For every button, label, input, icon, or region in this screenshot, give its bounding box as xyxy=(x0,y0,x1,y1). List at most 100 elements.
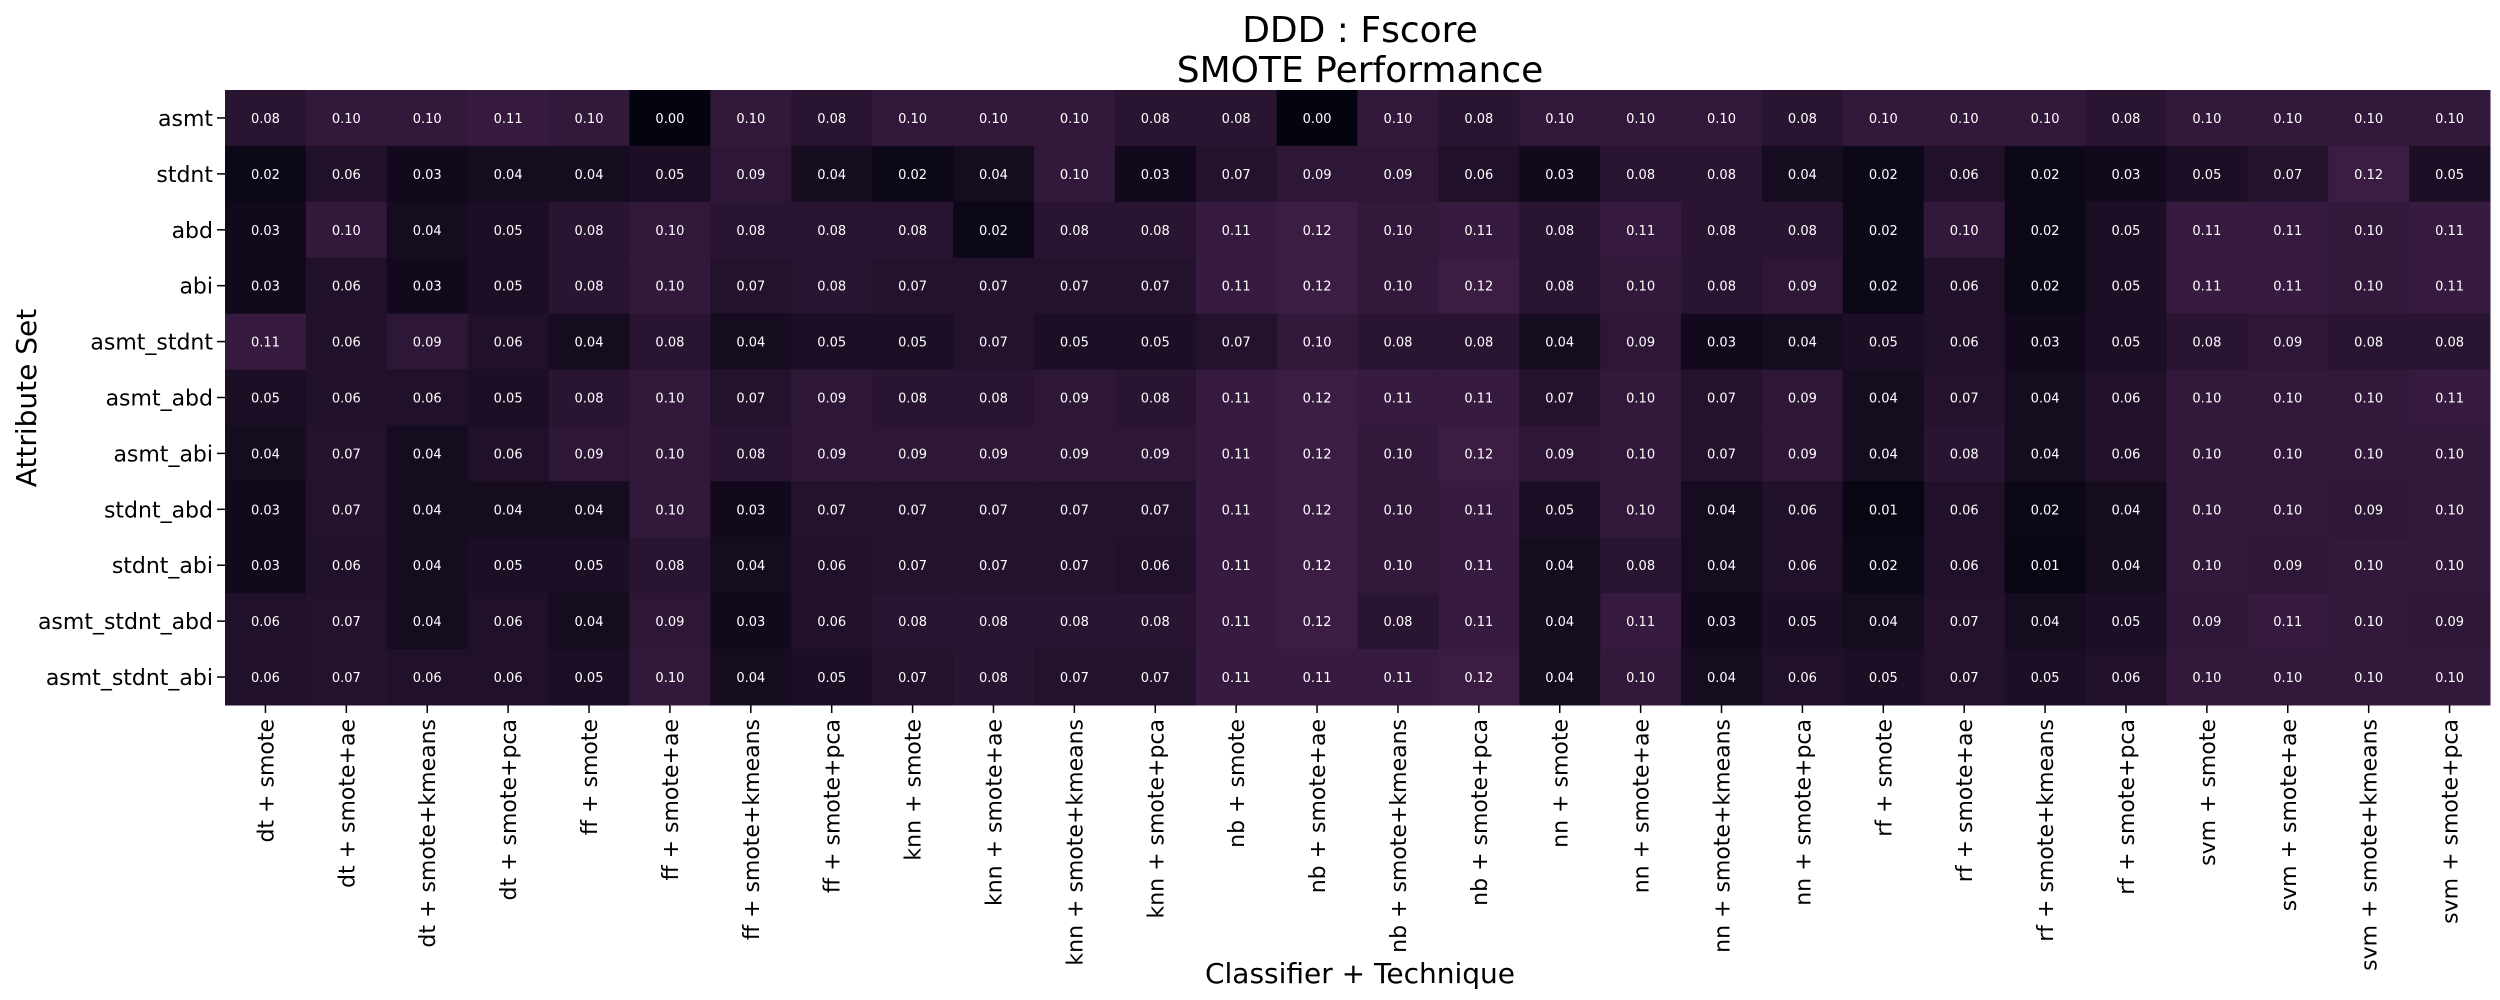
cell-value-label: 0.04 xyxy=(817,168,846,183)
cell-value-label: 0.03 xyxy=(1545,168,1574,183)
heatmap-cell xyxy=(548,90,630,147)
cell-value-label: 0.04 xyxy=(494,503,523,518)
cell-value-label: 0.07 xyxy=(979,503,1008,518)
cell-value-label: 0.06 xyxy=(251,671,280,686)
y-tick-labels: asmt stdnt abd abi asmt_stdnt asmt_abd asmt_ab… xyxy=(38,107,225,691)
heatmap-cell xyxy=(1357,649,1439,706)
cell-value-label: 0.07 xyxy=(979,280,1008,295)
cell-value-label: 0.07 xyxy=(979,336,1008,351)
cell-value-label: 0.10 xyxy=(2192,392,2221,407)
cell-value-label: 0.04 xyxy=(575,336,604,351)
cell-value-label: 0.03 xyxy=(413,168,442,183)
heatmap-cell xyxy=(2004,90,2087,147)
heatmap-cell xyxy=(1842,201,1925,259)
heatmap-cell xyxy=(2328,481,2410,538)
cell-value-label: 0.07 xyxy=(332,503,361,518)
cell-value-label: 0.05 xyxy=(494,559,523,574)
cell-value-label: 0.06 xyxy=(1464,168,1493,183)
cell-value-label: 0.10 xyxy=(1626,280,1655,295)
heatmap-cell xyxy=(548,537,630,594)
heatmap-cell xyxy=(1681,537,1763,594)
cell-value-label: 0.04 xyxy=(1788,336,1817,351)
cell-value-label: 0.08 xyxy=(1141,615,1170,630)
cell-value-label: 0.05 xyxy=(2112,280,2141,295)
cell-value-label: 0.10 xyxy=(1950,112,1979,127)
cell-value-label: 0.10 xyxy=(1303,336,1332,351)
heatmap-cell xyxy=(548,425,630,482)
cell-value-label: 0.11 xyxy=(1626,615,1655,630)
heatmap-cell xyxy=(2004,145,2087,203)
x-tick-label: knn + smote xyxy=(902,719,927,861)
heatmap-cell xyxy=(386,201,469,259)
heatmap-cell xyxy=(1519,369,1601,426)
cell-value-label: 0.10 xyxy=(655,447,684,462)
heatmap-cell xyxy=(1114,201,1197,259)
cell-value-label: 0.04 xyxy=(1707,559,1736,574)
heatmap-cell xyxy=(2085,145,2167,203)
heatmap-cell xyxy=(2328,90,2410,147)
cell-value-label: 0.04 xyxy=(575,503,604,518)
cell-value-label: 0.04 xyxy=(1869,392,1898,407)
heatmap-cell xyxy=(1195,257,1278,315)
heatmap-cell xyxy=(2247,593,2329,650)
heatmap-cell xyxy=(548,313,630,371)
heatmap-cell xyxy=(1033,145,1116,203)
cell-value-label: 0.04 xyxy=(2031,615,2060,630)
cell-value-label: 0.10 xyxy=(1950,224,1979,239)
cell-value-label: 0.10 xyxy=(2273,112,2302,127)
heatmap-cell xyxy=(1114,593,1197,650)
cell-value-label: 0.11 xyxy=(2435,224,2464,239)
cell-value-label: 0.08 xyxy=(575,392,604,407)
cell-value-label: 0.08 xyxy=(736,447,765,462)
cell-value-label: 0.05 xyxy=(494,280,523,295)
heatmap-cell xyxy=(629,369,711,426)
cell-value-label: 0.09 xyxy=(736,168,765,183)
cell-value-label: 0.04 xyxy=(1707,503,1736,518)
cell-value-label: 0.05 xyxy=(1788,615,1817,630)
x-tick-label: nn + smote+ae xyxy=(1630,719,1655,893)
heatmap-cell xyxy=(225,201,307,259)
heatmap-cell xyxy=(2247,145,2329,203)
x-tick-label: svm + smote xyxy=(2196,719,2221,866)
cell-value-label: 0.11 xyxy=(494,112,523,127)
cell-value-label: 0.06 xyxy=(2112,392,2141,407)
cell-value-label: 0.08 xyxy=(817,224,846,239)
heatmap-cell xyxy=(1842,537,1925,594)
heatmap-cell xyxy=(953,537,1035,594)
cell-value-label: 0.02 xyxy=(898,168,927,183)
cell-value-label: 0.05 xyxy=(494,224,523,239)
heatmap-cell xyxy=(225,145,307,203)
heatmap-cell xyxy=(2247,257,2329,315)
heatmap-cell xyxy=(548,649,630,706)
heatmap-cell xyxy=(1761,593,1844,650)
cell-value-label: 0.06 xyxy=(1788,503,1817,518)
heatmap-cell xyxy=(386,481,469,538)
cell-value-label: 0.11 xyxy=(2273,280,2302,295)
heatmap-cell xyxy=(1438,90,1520,147)
heatmap-cell xyxy=(953,313,1035,371)
x-tick-label: ff + smote xyxy=(578,719,603,835)
heatmap-cell xyxy=(1519,313,1601,371)
cell-value-label: 0.03 xyxy=(251,503,280,518)
heatmap-cell xyxy=(548,257,630,315)
cell-value-label: 0.04 xyxy=(1545,559,1574,574)
heatmap-cell xyxy=(305,481,388,538)
heatmap-cell xyxy=(629,537,711,594)
cell-value-label: 0.09 xyxy=(817,447,846,462)
cell-value-label: 0.07 xyxy=(1707,447,1736,462)
heatmap-cell xyxy=(791,537,873,594)
heatmap-cell xyxy=(2247,369,2329,426)
heatmap-cell xyxy=(225,369,307,426)
heatmap-cell xyxy=(1276,649,1358,706)
heatmap-cell xyxy=(1681,593,1763,650)
cell-value-label: 0.01 xyxy=(2031,559,2060,574)
heatmap-cell xyxy=(1114,90,1197,147)
cell-value-label: 0.03 xyxy=(251,280,280,295)
cell-value-label: 0.09 xyxy=(2273,336,2302,351)
cell-value-label: 0.04 xyxy=(413,447,442,462)
heatmap-cell xyxy=(1357,90,1439,147)
heatmap-cell xyxy=(2247,90,2329,147)
cell-value-label: 0.09 xyxy=(655,615,684,630)
heatmap-cell xyxy=(710,537,792,594)
heatmap-cell xyxy=(629,90,711,147)
